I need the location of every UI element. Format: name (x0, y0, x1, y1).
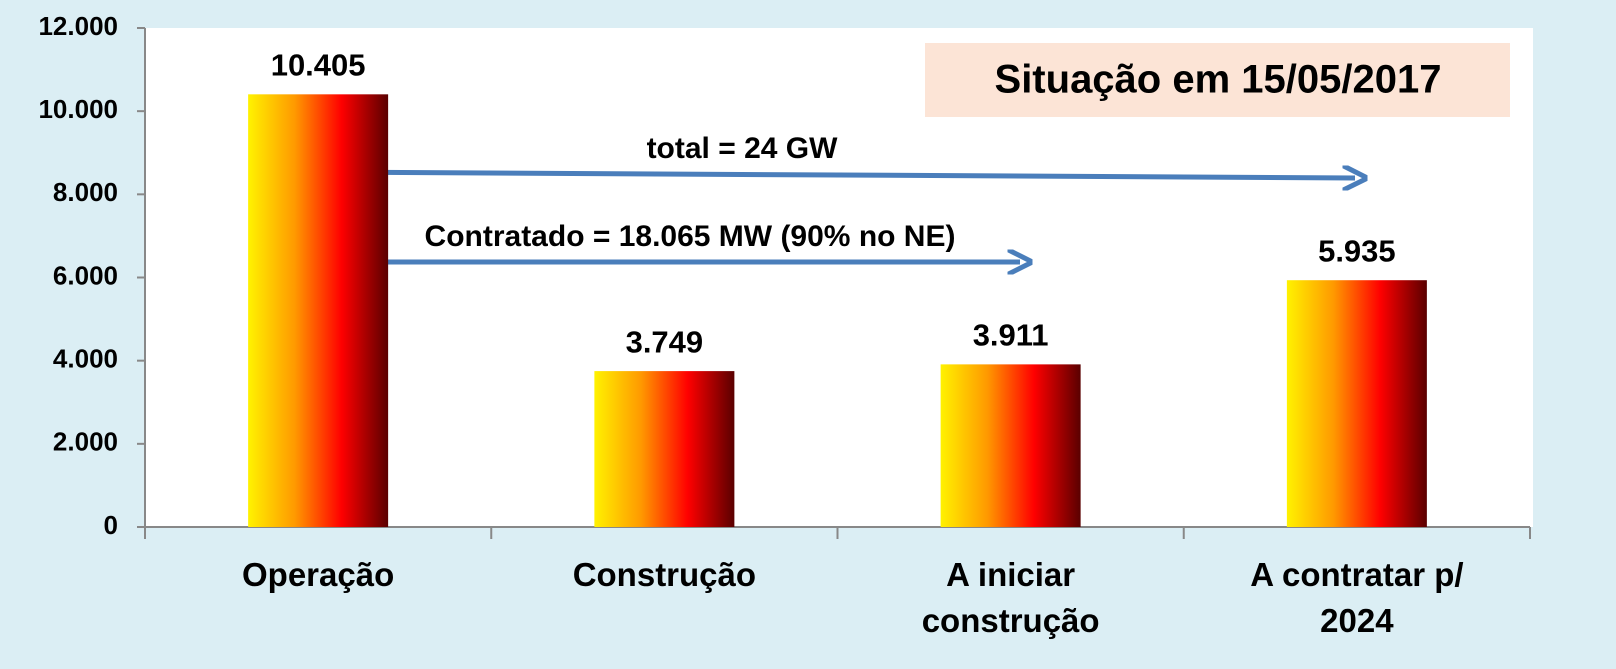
annotation: total = 24 GW (647, 132, 839, 165)
annotation: Contratado = 18.065 MW (90% no NE) (425, 220, 956, 253)
y-tick-label: 12.000 (38, 11, 118, 41)
value-label: 3.749 (626, 324, 704, 359)
y-tick-label: 8.000 (53, 177, 118, 207)
bar (940, 364, 1081, 527)
value-label: 10.405 (271, 48, 366, 83)
y-tick-label: 6.000 (53, 260, 118, 290)
bar (248, 94, 389, 528)
bar (1286, 280, 1427, 527)
arrow (318, 172, 1355, 178)
x-tick-label: A iniciar construção (921, 556, 1100, 639)
x-tick-label: A contratar p/ 2024 (1250, 556, 1464, 639)
y-tick-label: 2.000 (53, 427, 118, 457)
x-tick-label: Operação (242, 556, 395, 593)
value-label: 3.911 (973, 318, 1049, 353)
title-box (925, 43, 1510, 117)
x-tick-label: Construção (572, 556, 757, 593)
y-tick-label: 0 (104, 510, 118, 540)
bar (594, 371, 735, 527)
value-label: 5.935 (1318, 233, 1396, 268)
y-tick-label: 10.000 (38, 94, 118, 124)
chart-title: Situação em 15/05/2017 (995, 58, 1442, 102)
y-tick-label: 4.000 (53, 344, 118, 374)
